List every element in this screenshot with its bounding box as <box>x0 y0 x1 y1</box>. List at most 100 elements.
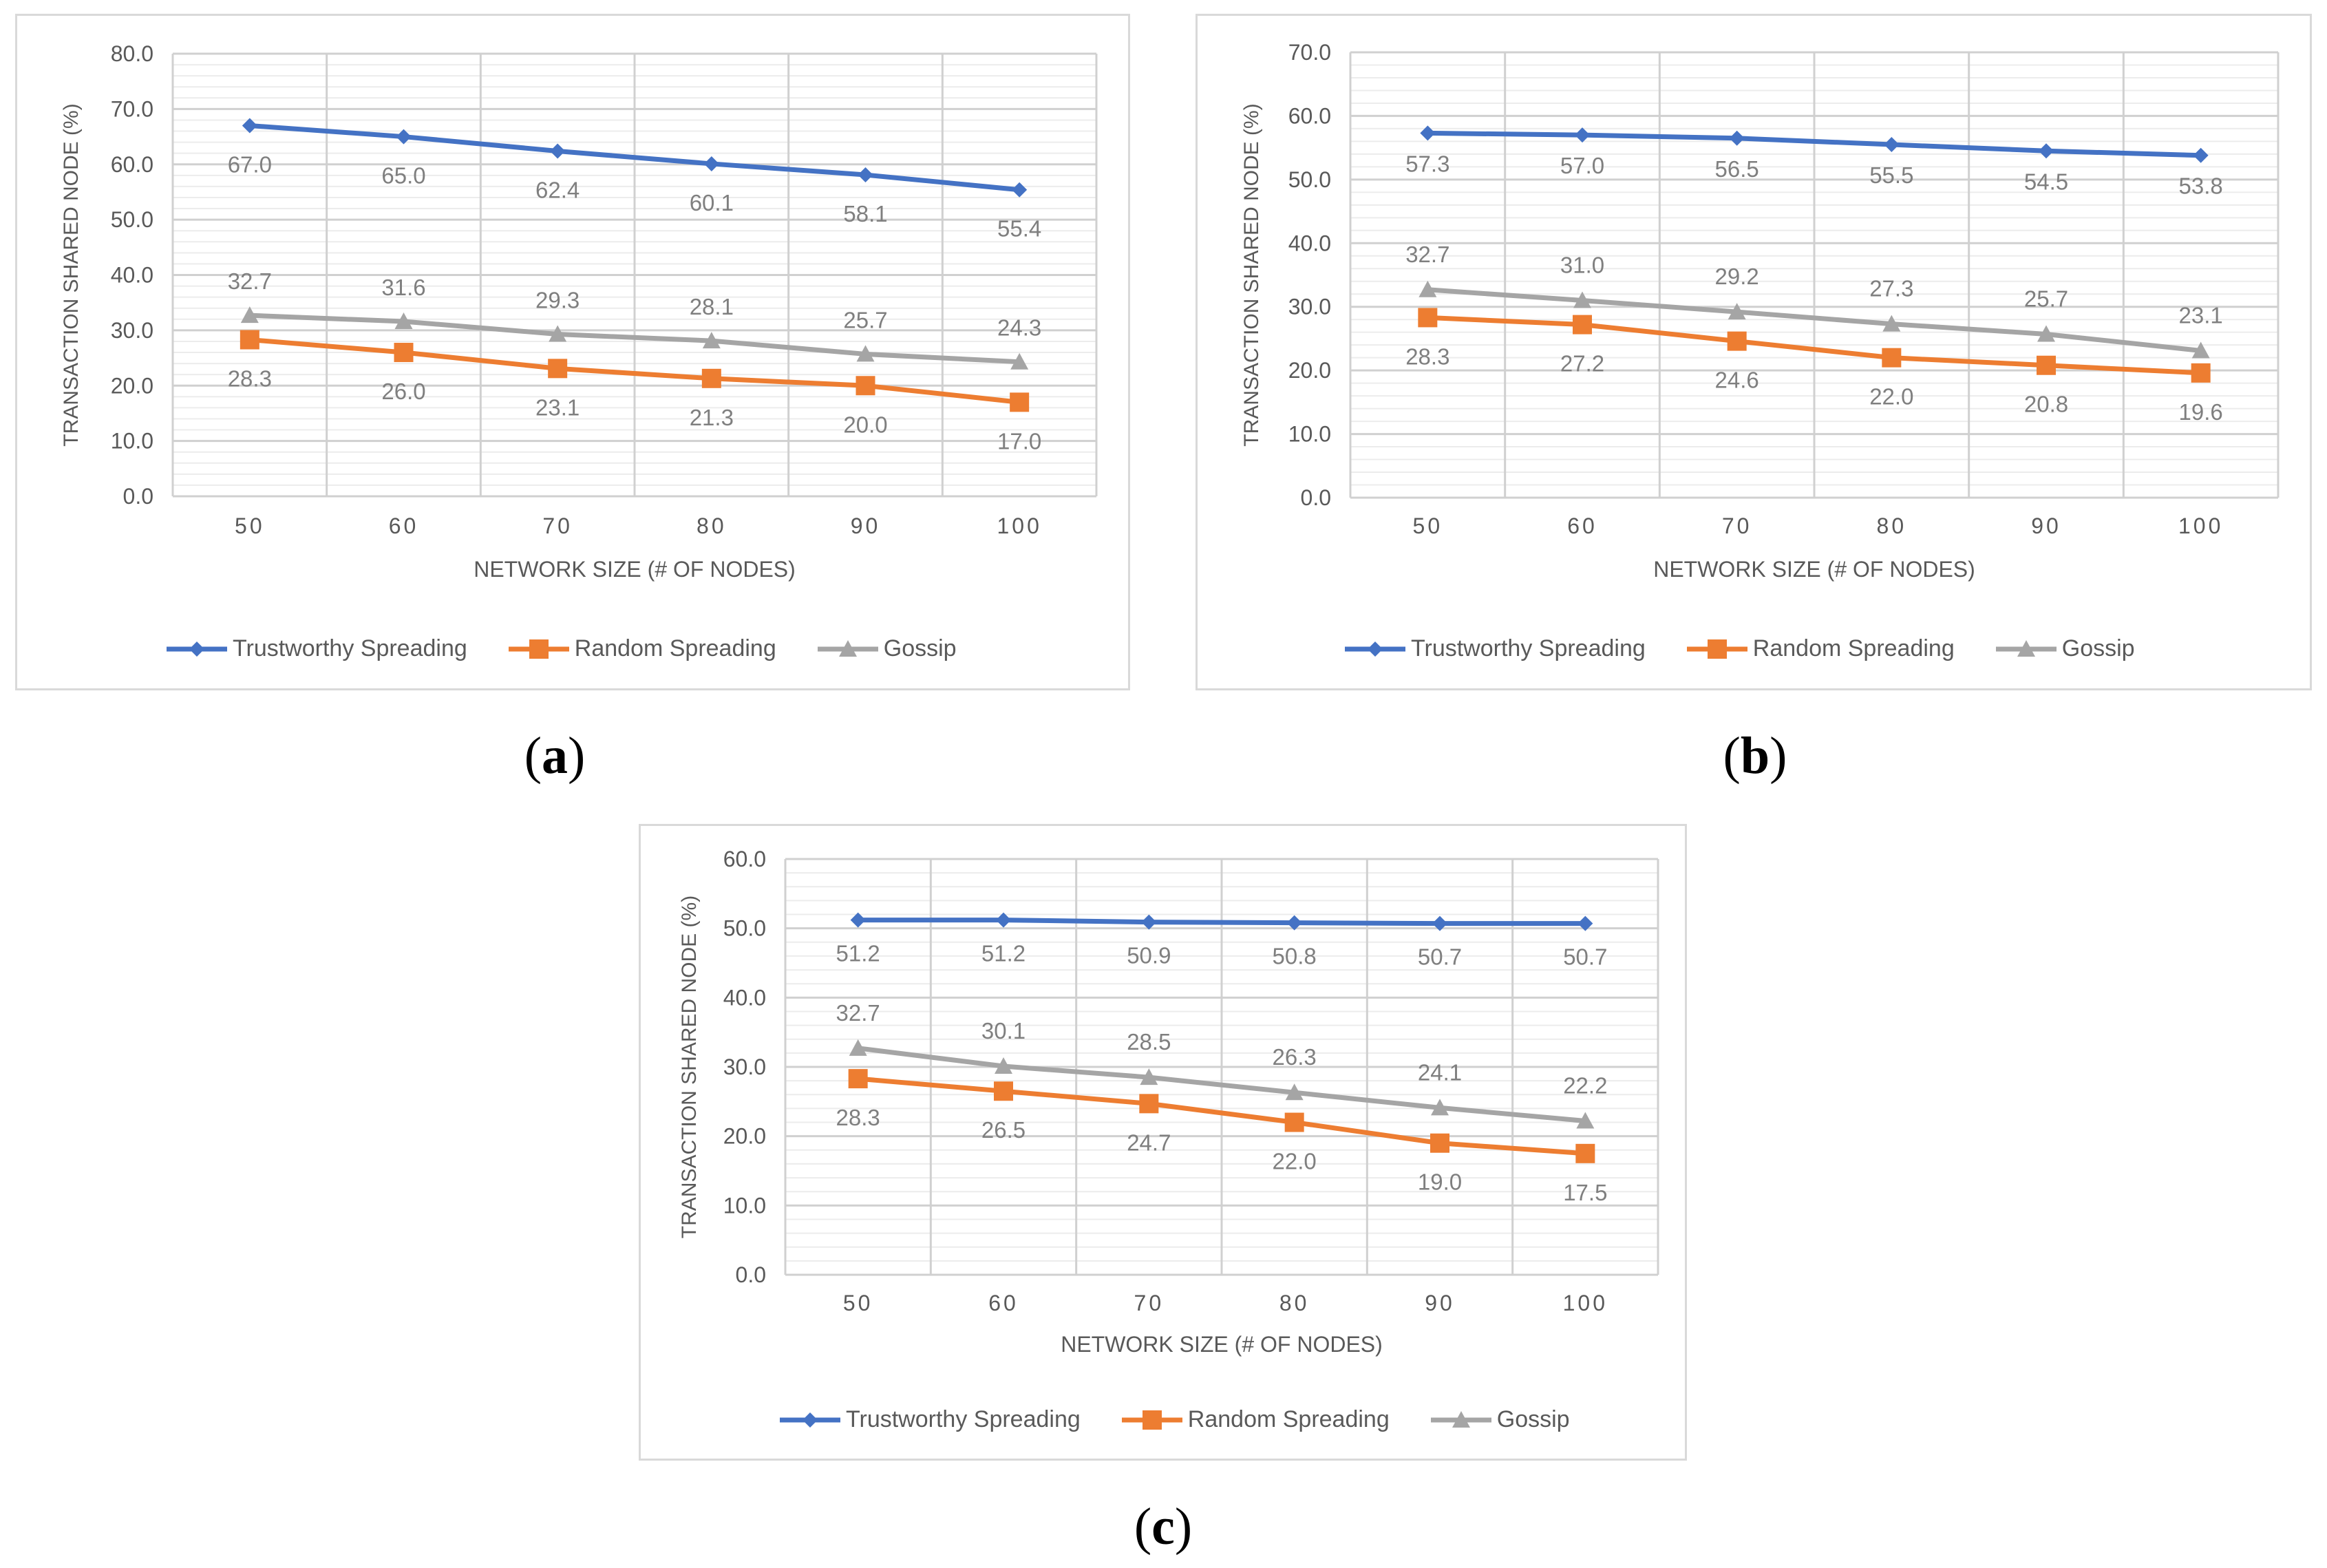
y-tick-label: 40.0 <box>1288 231 1331 255</box>
x-tick-label: 100 <box>1563 1291 1608 1315</box>
gossip-data-label: 22.2 <box>1563 1073 1607 1099</box>
random-point <box>1139 1094 1159 1114</box>
random-point <box>701 368 721 388</box>
trust-point <box>1141 914 1157 930</box>
chart-a-svg: 0.0 10.0 20.0 30.0 40.0 50.0 60.0 70.0 80.0 50 60 7… <box>60 41 1098 582</box>
series-gossip <box>849 1039 1595 1129</box>
gossip-data-label: 28.1 <box>690 294 734 319</box>
legend-marker <box>1707 639 1727 659</box>
legend-item-gossip: Gossip <box>1995 635 2135 662</box>
random-data-label: 20.8 <box>2024 392 2068 417</box>
random-point <box>1573 315 1592 335</box>
x-axis-title: NETWORK SIZE (# OF NODES) <box>1653 557 1975 582</box>
gridlines <box>171 52 1098 498</box>
gossip-point <box>240 306 259 324</box>
legend-item-random: Random Spreading <box>507 635 776 662</box>
gossip-point <box>702 332 721 349</box>
random-data-label: 24.7 <box>1127 1130 1171 1155</box>
gossip-data-label: 32.7 <box>1405 242 1449 267</box>
gossip-data-label: 29.2 <box>1715 264 1759 289</box>
trust-data-label: 58.1 <box>843 201 887 226</box>
series-trust <box>850 912 1593 931</box>
y-tick-label: 0.0 <box>123 484 153 509</box>
x-tick-label: 50 <box>235 513 265 538</box>
trust-line <box>1427 130 2201 158</box>
legend-c: Trustworthy Spreading Random Spreading Gos… <box>778 1406 1610 1433</box>
trust-line <box>249 123 1020 193</box>
legend-marker <box>1452 1410 1470 1428</box>
square-icon <box>508 639 569 659</box>
random-point <box>1727 331 1747 351</box>
random-line <box>249 337 1020 405</box>
legend-label: Gossip <box>1496 1406 1570 1432</box>
trust-data-label: 55.5 <box>1869 162 1913 188</box>
trust-data-label: 56.5 <box>1715 156 1759 182</box>
x-tick-label: 70 <box>1722 513 1752 538</box>
legend-item-trust: Trustworthy Spreading <box>165 635 467 662</box>
random-data-label: 17.5 <box>1563 1180 1607 1205</box>
legend-marker <box>803 1412 818 1428</box>
trust-point <box>1575 127 1590 143</box>
random-point <box>1010 392 1030 412</box>
trust-point <box>1729 130 1745 146</box>
random-data-label: 26.0 <box>381 379 425 404</box>
x-tick-label: 70 <box>1134 1291 1165 1315</box>
trust-point <box>703 156 719 171</box>
random-point <box>1430 1133 1449 1153</box>
x-tick-label: 70 <box>542 513 573 538</box>
trust-point <box>1012 182 1028 198</box>
x-tick-label: 90 <box>2031 513 2061 538</box>
trust-data-label: 60.1 <box>690 190 734 215</box>
trust-data-label: 50.7 <box>1563 944 1607 970</box>
random-point <box>2191 363 2211 383</box>
random-data-label: 28.3 <box>228 366 272 392</box>
legend-label: Gossip <box>883 635 957 661</box>
random-data-label: 22.0 <box>1869 384 1913 410</box>
trust-point <box>242 118 257 134</box>
gridlines <box>1349 51 2280 499</box>
gossip-point <box>2037 325 2055 342</box>
chart-c-svg: 0.0 10.0 20.0 30.0 40.0 50.0 60.0 50 60 70 80 90 100… <box>678 847 1659 1357</box>
gossip-point <box>1140 1068 1158 1085</box>
random-data-label: 24.6 <box>1715 368 1759 393</box>
x-tick-label: 80 <box>1279 1291 1310 1315</box>
trust-data-label: 51.2 <box>981 941 1026 966</box>
gossip-line <box>858 1046 1586 1124</box>
trust-data-label: 62.4 <box>535 177 580 202</box>
trust-data-label: 50.7 <box>1418 944 1462 970</box>
legend-marker <box>1368 641 1383 657</box>
legend-item-random: Random Spreading <box>1686 635 1955 662</box>
caption-b: (b) <box>1723 727 1787 785</box>
trust-data-label: 55.4 <box>997 216 1041 242</box>
random-data-label: 19.0 <box>1418 1169 1462 1195</box>
random-point <box>848 1069 868 1089</box>
legend-label: Trustworthy Spreading <box>1411 635 1646 661</box>
random-line <box>858 1076 1586 1156</box>
triangle-icon <box>817 639 878 657</box>
trust-point <box>858 167 873 183</box>
random-data-label: 21.3 <box>690 405 734 430</box>
series-random <box>1418 308 2211 383</box>
x-tick-label: 50 <box>1413 513 1443 538</box>
trust-point <box>396 129 412 145</box>
gossip-data-label: 26.3 <box>1273 1044 1317 1070</box>
gossip-data-label: 32.7 <box>836 1000 880 1026</box>
chart-panel-c: 0.0 10.0 20.0 30.0 40.0 50.0 60.0 50 60 70 80 90 100… <box>639 824 1687 1461</box>
trust-point <box>1432 915 1447 931</box>
y-axis-title: TRANSACTION SHARED NODE (%) <box>1240 103 1263 446</box>
x-tick-label: 50 <box>843 1291 873 1315</box>
legend-label: Trustworthy Spreading <box>846 1406 1081 1432</box>
trust-data-label: 57.3 <box>1405 151 1449 176</box>
random-point <box>2037 355 2056 375</box>
gossip-point <box>995 1057 1012 1074</box>
trust-point <box>1420 125 1436 141</box>
random-data-label: 23.1 <box>535 394 580 420</box>
trust-line <box>858 918 1586 926</box>
y-tick-label: 80.0 <box>111 41 153 66</box>
legend-marker <box>529 639 549 659</box>
chart-panel-a: 0.0 10.0 20.0 30.0 40.0 50.0 60.0 70.0 80.0 50 60 7… <box>15 14 1130 690</box>
legend-item-trust: Trustworthy Spreading <box>778 1406 1081 1433</box>
gossip-point <box>394 312 413 330</box>
chart-b-svg: 0.0 10.0 20.0 30.0 40.0 50.0 60.0 70.0 50 60 70 80 9… <box>1240 40 2280 582</box>
y-tick-label: 50.0 <box>723 916 766 941</box>
